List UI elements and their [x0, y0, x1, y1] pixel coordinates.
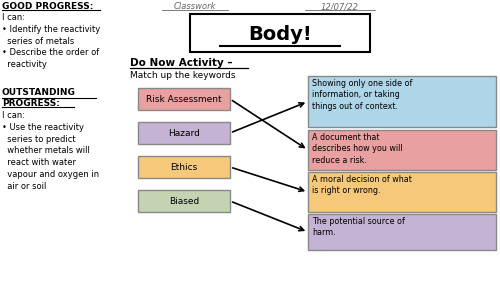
Text: A moral decision of what
is right or wrong.: A moral decision of what is right or wro…: [312, 175, 412, 196]
Text: GOOD PROGRESS:: GOOD PROGRESS:: [2, 2, 94, 11]
FancyBboxPatch shape: [308, 214, 496, 250]
Text: Classwork: Classwork: [174, 2, 216, 11]
Text: Risk Assessment: Risk Assessment: [146, 94, 222, 103]
Text: I can:
• Identify the reactivity
  series of metals
• Describe the order of
  re: I can: • Identify the reactivity series …: [2, 13, 100, 69]
FancyBboxPatch shape: [308, 76, 496, 127]
FancyBboxPatch shape: [308, 172, 496, 212]
FancyBboxPatch shape: [138, 88, 230, 110]
FancyBboxPatch shape: [308, 130, 496, 170]
Text: The potential source of
harm.: The potential source of harm.: [312, 217, 405, 237]
FancyBboxPatch shape: [138, 122, 230, 144]
Text: Ethics: Ethics: [170, 162, 198, 171]
Text: I can:
• Use the reactivity
  series to predict
  whether metals will
  react wi: I can: • Use the reactivity series to pr…: [2, 111, 99, 191]
Text: Biased: Biased: [169, 196, 199, 205]
Text: OUTSTANDING
PROGRESS:: OUTSTANDING PROGRESS:: [2, 88, 76, 108]
FancyBboxPatch shape: [138, 190, 230, 212]
FancyBboxPatch shape: [138, 156, 230, 178]
Text: Do Now Activity –: Do Now Activity –: [130, 58, 232, 68]
FancyBboxPatch shape: [190, 14, 370, 52]
Text: Hazard: Hazard: [168, 128, 200, 137]
Text: 12/07/22: 12/07/22: [321, 2, 359, 11]
Text: A document that
describes how you will
reduce a risk.: A document that describes how you will r…: [312, 133, 402, 165]
Text: Showing only one side of
information, or taking
things out of context.: Showing only one side of information, or…: [312, 79, 412, 111]
Text: Match up the keywords: Match up the keywords: [130, 71, 236, 80]
Text: Body!: Body!: [248, 25, 312, 44]
